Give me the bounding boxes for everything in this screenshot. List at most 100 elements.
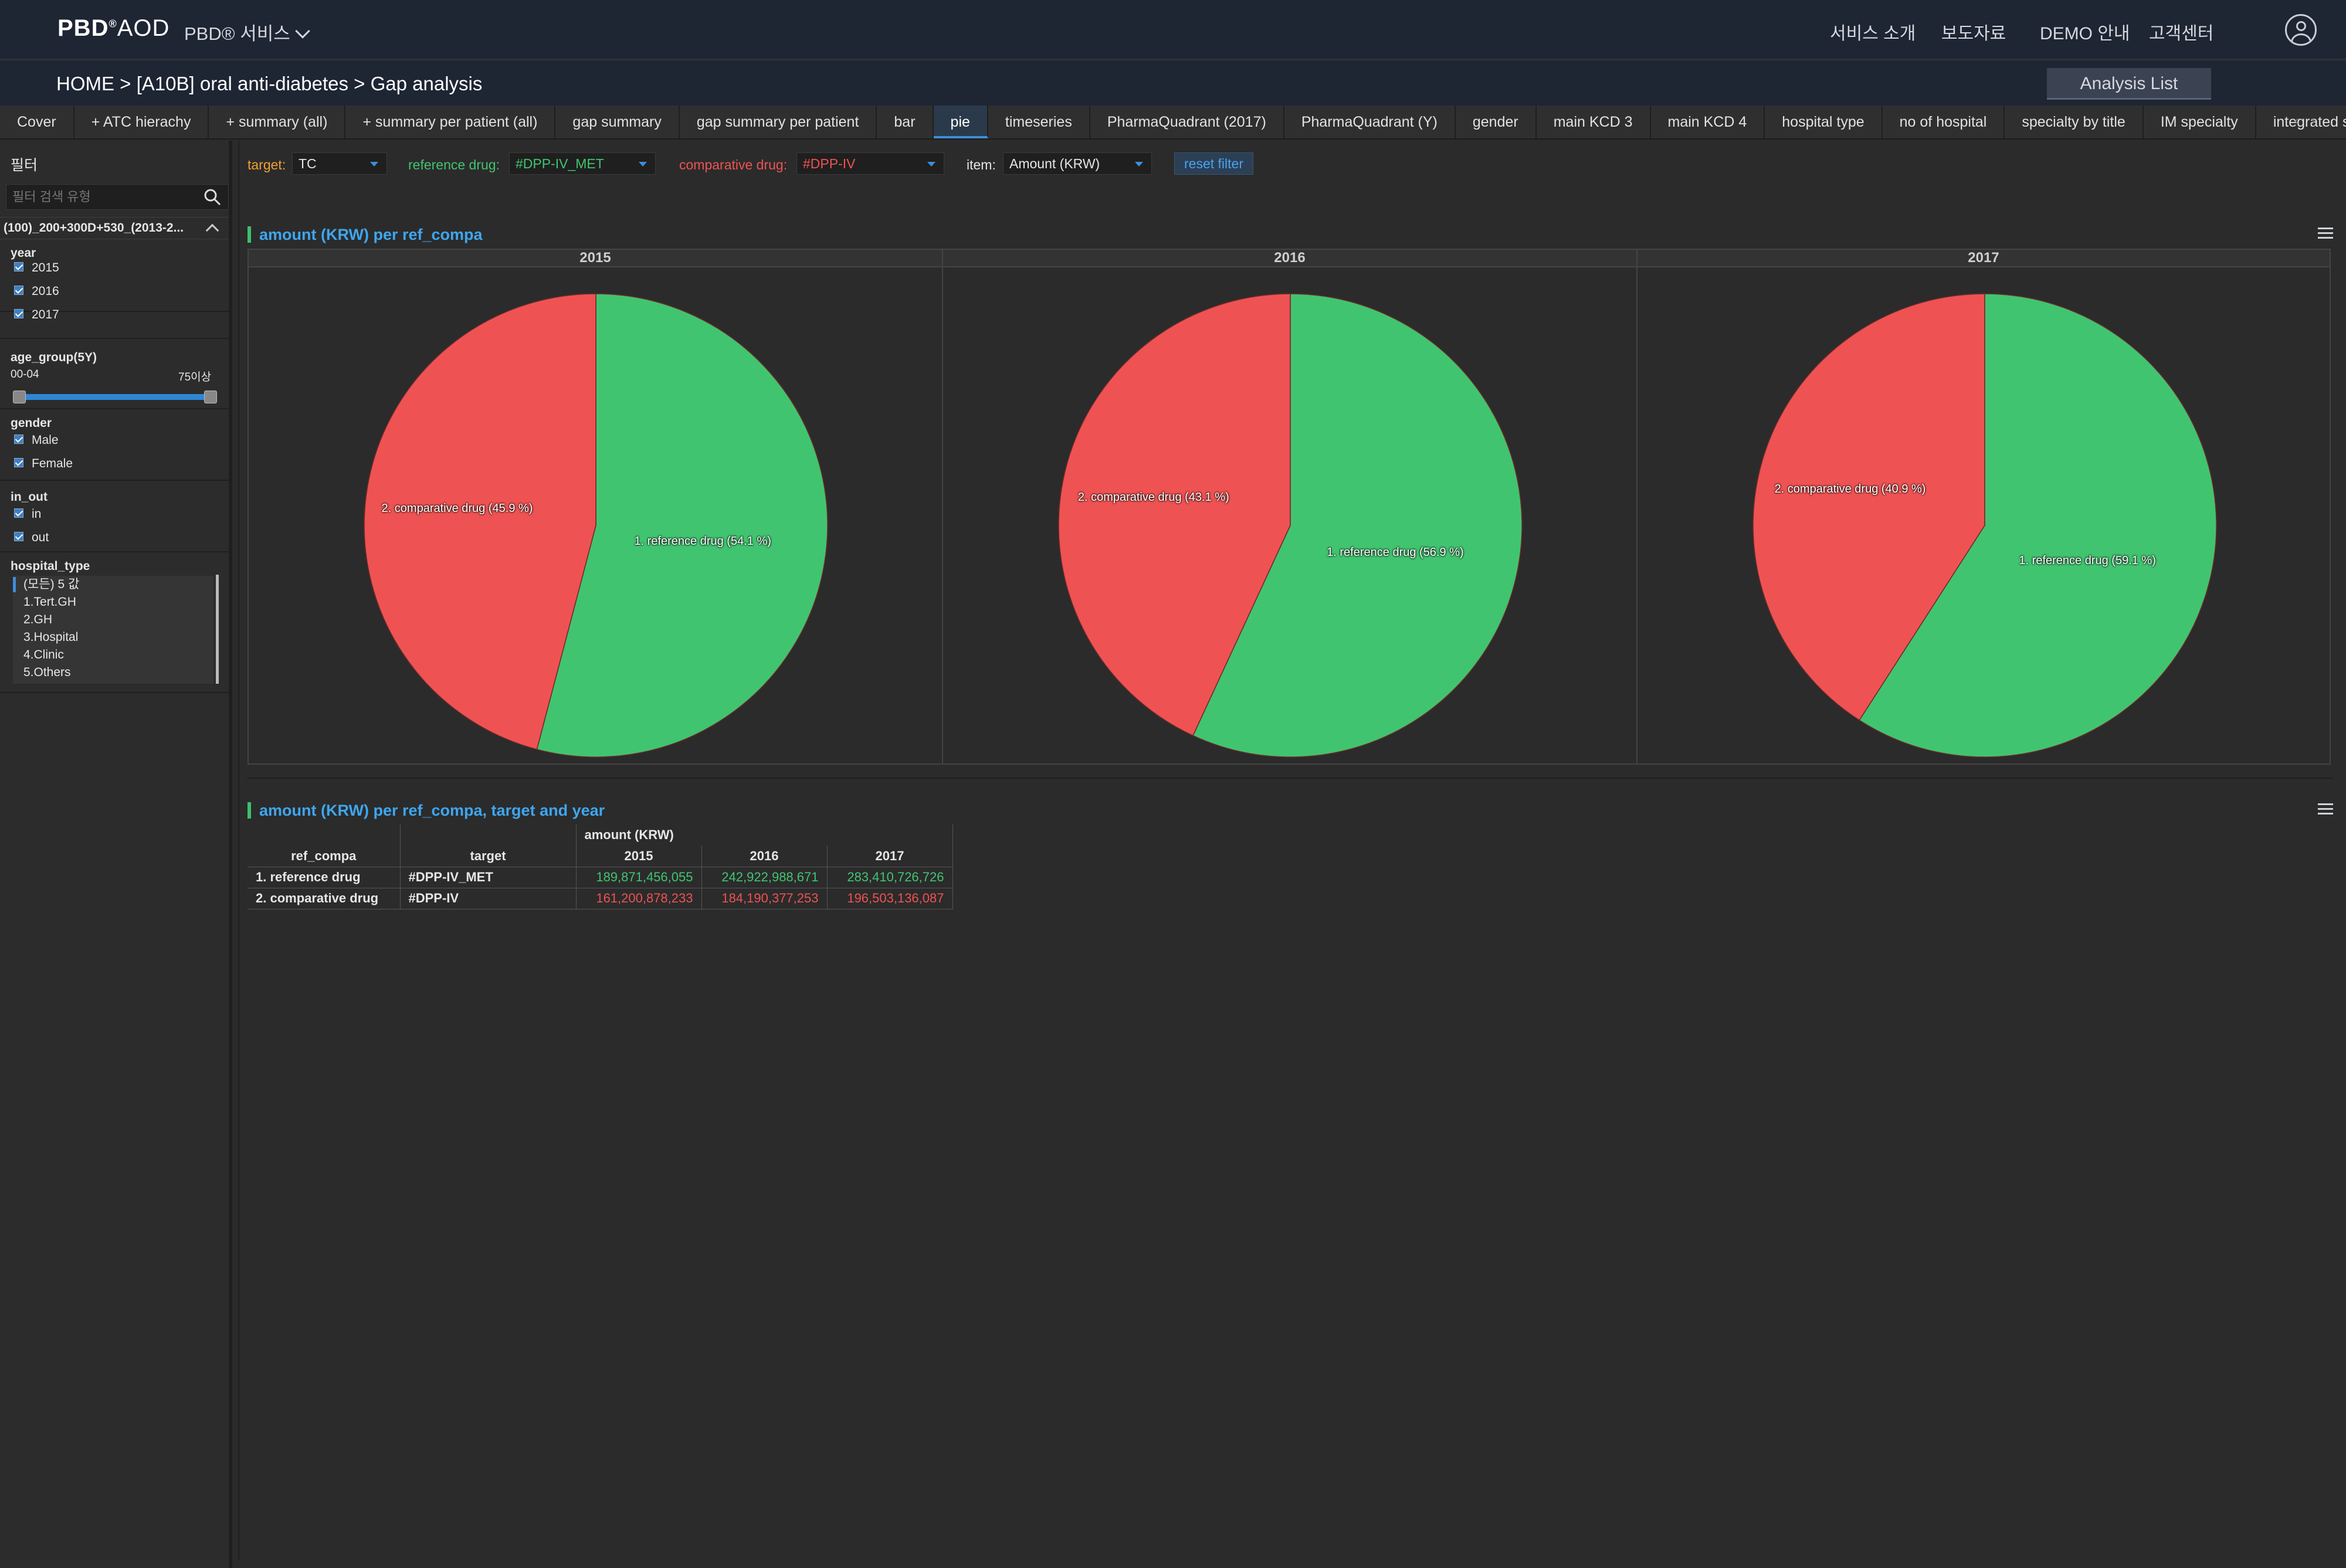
tab-gap-summary-per-patient[interactable]: gap summary per patient (680, 106, 877, 138)
row-target: #DPP-IV (400, 888, 577, 909)
item-label: item: (967, 157, 996, 172)
reference-drug-select[interactable]: #DPP-IV_MET (509, 152, 656, 175)
year-filter-title: year (11, 246, 36, 260)
pie-facet-2016: 2016 1. reference drug (56.9 %) 2. compara… (942, 249, 1638, 765)
nav-service-intro[interactable]: 서비스 소개 (1830, 24, 1916, 43)
age-filter-title: age_group(5Y) (11, 351, 97, 364)
selection-indicator (13, 577, 16, 592)
pie-slice-comparative[interactable] (364, 293, 596, 750)
pie-slice-reference[interactable] (536, 293, 828, 758)
menu-icon[interactable] (2318, 803, 2333, 815)
table-panel-title: amount (KRW) per ref_compa, target and y… (248, 802, 605, 819)
year-checkbox-2015[interactable]: 2015 (14, 260, 59, 276)
table-header-target: target (400, 846, 577, 867)
filter-search-input[interactable] (6, 185, 194, 209)
pie-panel-title: amount (KRW) per ref_compa (248, 226, 483, 243)
tab-bar: Cover + ATC hierachy + summary (all) + summ… (0, 106, 2346, 140)
facet-year-label: 2017 (1638, 250, 2330, 267)
row-label: 1. reference drug (248, 867, 401, 888)
age-max-label: 75이상 (178, 371, 212, 383)
nav-press[interactable]: 보도자료 (1941, 24, 2006, 43)
tab-summary-per-patient-all[interactable]: + summary per patient (all) (345, 106, 556, 138)
search-icon[interactable] (204, 188, 221, 206)
gender-checkbox-male[interactable]: Male (14, 433, 59, 448)
tab-bar[interactable]: bar (877, 106, 934, 138)
menu-icon[interactable] (2318, 228, 2333, 239)
tab-pharmaquadrant-2017[interactable]: PharmaQuadrant (2017) (1090, 106, 1284, 138)
main-content: target: TC reference drug: #DPP-IV_MET c… (238, 141, 2346, 1560)
tab-hospital-type[interactable]: hospital type (1765, 106, 1883, 138)
crosstab-table: amount (KRW) ref_compa target 2015 2016 … (248, 824, 953, 909)
tab-scroll-arrows[interactable]: ‹› (2294, 113, 2327, 128)
filter-sidebar: 필터 (100)_200+300D+530_(2013-2... year 20… (0, 141, 232, 1568)
tab-main-kcd-3[interactable]: main KCD 3 (1537, 106, 1651, 138)
hospital-type-filter-title: hospital_type (11, 559, 90, 573)
row-label: 2. comparative drug (248, 888, 401, 909)
table-corner (248, 824, 401, 846)
year-checkbox-2017[interactable]: 2017 (14, 307, 59, 323)
hospital-type-item[interactable]: 1.Tert.GH (23, 595, 76, 609)
table-row: 1. reference drug #DPP-IV_MET 189,871,45… (248, 867, 953, 888)
in-out-checkbox-in[interactable]: in (14, 507, 41, 522)
logo[interactable]: PBD®AOD (57, 15, 170, 41)
pie-slice-comparative[interactable] (1058, 293, 1291, 737)
analysis-list-button[interactable]: Analysis List (2047, 68, 2211, 100)
pie-slice-reference[interactable] (1859, 293, 2217, 758)
tab-timeseries[interactable]: timeseries (988, 106, 1090, 138)
service-menu[interactable]: PBD® 서비스 (184, 19, 310, 45)
tab-specialty-by-title[interactable]: specialty by title (2005, 106, 2144, 138)
tab-summary-all[interactable]: + summary (all) (209, 106, 346, 138)
tab-cover[interactable]: Cover (0, 106, 74, 138)
table-group-header: amount (KRW) (576, 824, 953, 846)
nav-support[interactable]: 고객센터 (2149, 24, 2214, 43)
hospital-type-item[interactable]: 3.Hospital (23, 630, 79, 644)
tab-pie[interactable]: pie (933, 106, 988, 138)
filter-set-header[interactable]: (100)_200+300D+530_(2013-2... (0, 217, 229, 239)
year-checkbox-2016[interactable]: 2016 (14, 284, 59, 299)
age-slider-track[interactable] (16, 394, 213, 400)
comparative-drug-label: comparative drug: (679, 157, 788, 172)
tab-pharmaquadrant-y[interactable]: PharmaQuadrant (Y) (1284, 106, 1456, 138)
pie-chart-panel: 2015 1. reference drug (54.1 %) 2. compara… (248, 249, 2333, 779)
pie-slice-label: 1. reference drug (59.1 %) (2019, 554, 2156, 568)
tab-main-kcd-4[interactable]: main KCD 4 (1651, 106, 1765, 138)
gender-filter-title: gender (11, 416, 52, 430)
table-cell: 161,200,878,233 (576, 888, 702, 909)
tab-gap-summary[interactable]: gap summary (555, 106, 680, 138)
tab-integrated-s[interactable]: integrated s (2256, 106, 2346, 138)
gender-checkbox-female[interactable]: Female (14, 456, 73, 471)
in-out-checkbox-out[interactable]: out (14, 530, 49, 545)
chevron-up-icon[interactable] (205, 223, 219, 237)
pie-slice-label: 1. reference drug (54.1 %) (634, 534, 771, 548)
hospital-type-scrollbar[interactable] (216, 575, 219, 684)
pie-slice-comparative[interactable] (1752, 293, 1985, 721)
parameter-bar: target: TC reference drug: #DPP-IV_MET c… (239, 141, 2346, 213)
target-select[interactable]: TC (292, 152, 387, 175)
tab-atc-hierachy[interactable]: + ATC hierachy (74, 106, 209, 138)
hospital-type-item[interactable]: 5.Others (23, 666, 71, 679)
age-slider-min-handle[interactable] (13, 391, 26, 403)
hospital-type-item[interactable]: 4.Clinic (23, 648, 64, 661)
comparative-drug-select[interactable]: #DPP-IV (796, 152, 944, 175)
tab-no-of-hospital[interactable]: no of hospital (1883, 106, 2005, 138)
sidebar-title: 필터 (11, 157, 38, 174)
hospital-type-item[interactable]: (모든) 5 값 (23, 578, 80, 591)
reset-filter-button[interactable]: reset filter (1174, 152, 1253, 175)
hospital-type-list[interactable]: (모든) 5 값 1.Tert.GH 2.GH 3.Hospital 4.Cli… (13, 576, 213, 684)
tab-im-specialty[interactable]: IM specialty (2144, 106, 2256, 138)
age-slider-max-handle[interactable] (204, 391, 217, 403)
tab-gender[interactable]: gender (1456, 106, 1537, 138)
top-navbar: PBD®AOD PBD® 서비스 서비스 소개 보도자료 DEMO 안내 고객센… (0, 0, 2346, 60)
nav-demo[interactable]: DEMO 안내 (2040, 24, 2130, 43)
table-cell: 184,190,377,253 (701, 888, 828, 909)
item-select[interactable]: Amount (KRW) (1003, 152, 1152, 175)
year-filter: year 2015 2016 2017 (0, 240, 229, 321)
table-cell: 242,922,988,671 (701, 867, 828, 888)
pie-chart (364, 293, 828, 758)
row-target: #DPP-IV_MET (400, 867, 577, 888)
age-filter: age_group(5Y) 00-04 75이상 (0, 338, 229, 409)
pie-slice-reference[interactable] (1192, 293, 1523, 758)
hospital-type-item[interactable]: 2.GH (23, 613, 53, 626)
user-avatar-icon[interactable] (2285, 14, 2317, 46)
age-min-label: 00-04 (11, 368, 39, 381)
